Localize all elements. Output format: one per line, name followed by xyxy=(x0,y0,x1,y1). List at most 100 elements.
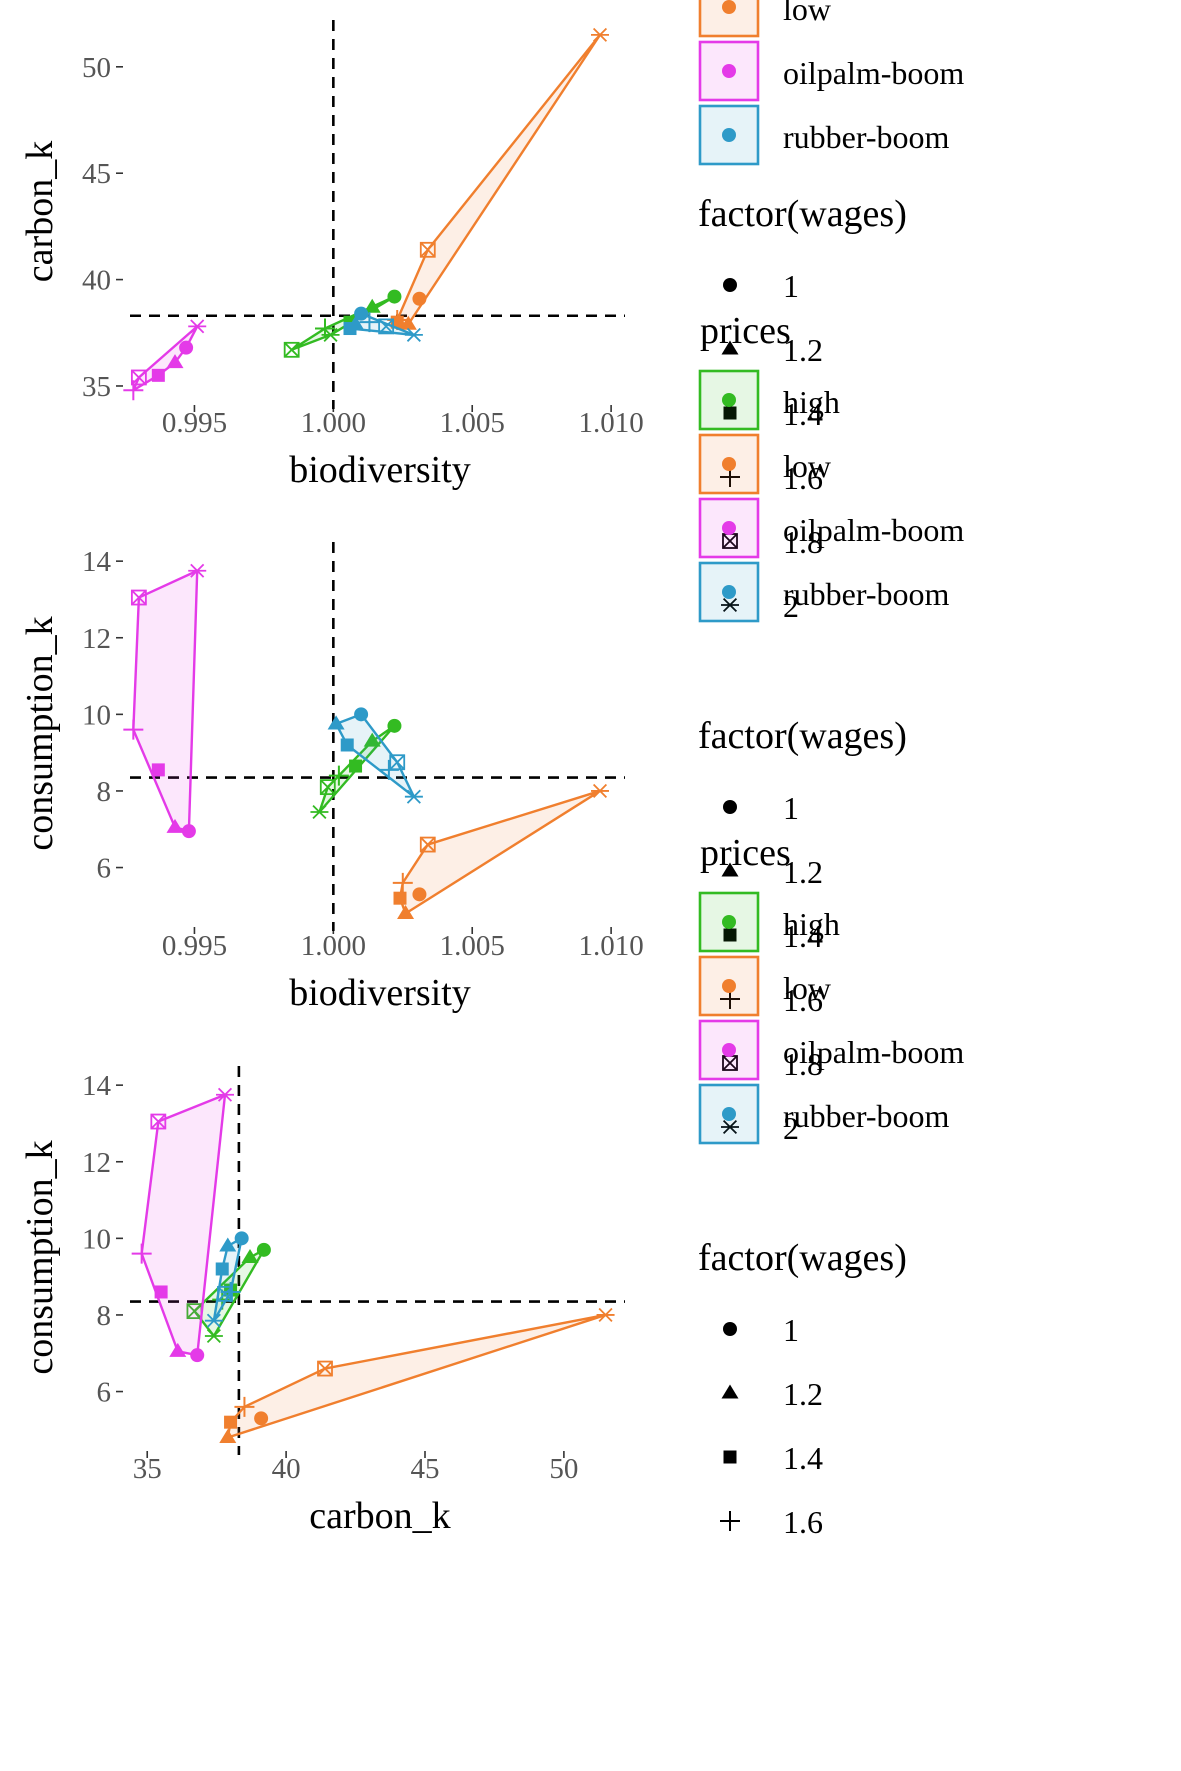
x-tick-label: 0.995 xyxy=(162,407,227,439)
asterisk-icon xyxy=(721,597,739,613)
legend-dot-low xyxy=(722,0,736,14)
series-high xyxy=(283,289,402,358)
data-point-low-1.8 xyxy=(419,241,436,258)
data-point-high-1.2 xyxy=(241,1249,259,1264)
data-point-high-1.4 xyxy=(349,759,363,773)
circle-icon xyxy=(723,1322,737,1336)
data-point-oilpalm-boom-1 xyxy=(190,1348,205,1363)
data-point-rubber-boom-1.8 xyxy=(378,318,395,335)
data-point-high-1.6 xyxy=(328,765,349,786)
x-tick-label: 50 xyxy=(549,1453,578,1485)
legend-dot-rubber-boom xyxy=(722,585,736,599)
x-tick-label: 1.010 xyxy=(578,930,643,962)
hull-oilpalm-boom xyxy=(132,569,199,833)
legend-wage-label: 1.4 xyxy=(783,1440,823,1476)
legend-wages-title: factor(wages) xyxy=(698,715,907,757)
x-axis-label: carbon_k xyxy=(309,1495,450,1537)
legend-wage-label: 2 xyxy=(783,1110,799,1146)
legend-label-oilpalm-boom: oilpalm-boom xyxy=(783,512,964,548)
x-axis-label: biodiversity xyxy=(289,449,471,491)
legend-wage-label: 1.2 xyxy=(783,332,823,368)
chart-panel-3: 6 8 10 12 14 35 40 45 50 carbon_k consumption_k xyxy=(19,1066,625,1537)
series-rubber-boom xyxy=(343,306,423,342)
x-tick-label: 35 xyxy=(133,1453,162,1485)
series-oilpalm-boom xyxy=(131,1087,234,1363)
data-point-low-1.4 xyxy=(224,1415,238,1429)
chart-panel-1: 35 40 45 50 0.995 1.000 1.005 1.010 biodiversity… xyxy=(19,20,644,491)
legend-prices-title: prices xyxy=(700,832,791,874)
triangle-icon xyxy=(721,862,739,877)
data-point-low-1.8 xyxy=(419,836,436,853)
legend-wages-title: factor(wages) xyxy=(698,193,907,235)
y-tick-label: 12 xyxy=(82,623,111,655)
data-point-high-1 xyxy=(256,1242,271,1257)
data-point-rubber-boom-1.4 xyxy=(343,322,357,336)
legend-wages-panel-2: factor(wages) 1 1.2 1.4 1.6 1.8 2 xyxy=(698,715,907,1146)
data-point-high-1.2 xyxy=(363,732,381,747)
y-tick-label: 14 xyxy=(82,546,112,578)
data-point-low-1.2 xyxy=(219,1429,237,1444)
legend-dot-low xyxy=(722,979,736,993)
data-point-oilpalm-boom-1 xyxy=(181,824,196,839)
data-point-oilpalm-boom-1.2 xyxy=(166,818,184,833)
series-rubber-boom xyxy=(327,707,423,804)
legend-label-low: low xyxy=(783,970,831,1006)
data-point-oilpalm-boom-1 xyxy=(179,340,194,355)
y-axis-label: consumption_k xyxy=(19,1140,61,1374)
y-tick-label: 45 xyxy=(82,158,111,190)
legend-label-low: low xyxy=(783,0,831,27)
x-tick-label: 0.995 xyxy=(162,930,227,962)
y-axis-label: consumption_k xyxy=(19,616,61,850)
legend-label-oilpalm-boom: oilpalm-boom xyxy=(783,1034,964,1070)
legend-wage-label: 1.6 xyxy=(783,1504,823,1540)
hull-low xyxy=(396,33,602,326)
series-oilpalm-boom xyxy=(123,563,207,839)
square-icon xyxy=(723,1450,737,1464)
series-low xyxy=(219,1307,615,1444)
chart-panel-2: 6 8 10 12 14 0.995 1.000 1.005 1.010 biodiversity… xyxy=(19,542,644,1014)
legend-wage-label: 1.6 xyxy=(783,460,823,496)
x-axis-label: biodiversity xyxy=(289,972,471,1014)
legend-label-rubber-boom: rubber-boom xyxy=(783,576,950,612)
asterisk-icon xyxy=(721,1119,739,1135)
data-point-low-2 xyxy=(596,1307,615,1322)
legend-wages-panel-1: factor(wages) 1 1.2 1.4 1.6 1.8 2 xyxy=(698,193,907,624)
legend-dot-high xyxy=(722,393,736,407)
legend-label-oilpalm-boom: oilpalm-boom xyxy=(783,55,964,91)
legend-dot-high xyxy=(722,915,736,929)
y-axis-label: carbon_k xyxy=(19,141,61,282)
data-point-high-1.2 xyxy=(363,298,381,313)
legend-prices-panel-3: prices high low oilpalm-boom rubber-boom xyxy=(698,832,964,1145)
data-point-oilpalm-boom-1.4 xyxy=(154,1285,168,1299)
legend-label-rubber-boom: rubber-boom xyxy=(783,119,950,155)
data-point-low-1 xyxy=(254,1411,269,1426)
legend-wage-label: 1 xyxy=(783,268,799,304)
data-point-high-1 xyxy=(387,289,402,304)
data-point-rubber-boom-1.2 xyxy=(219,1237,237,1252)
legend-dot-oilpalm-boom xyxy=(722,521,736,535)
legend-dot-low xyxy=(722,457,736,471)
legend-prices-panel-2: prices high low oilpalm-boom rubber-boom xyxy=(698,310,964,623)
x-tick-label: 1.010 xyxy=(578,407,643,439)
data-point-oilpalm-boom-1.8 xyxy=(130,369,147,386)
data-point-high-1 xyxy=(387,718,402,733)
data-point-low-1.8 xyxy=(317,1360,333,1377)
legend-wage-label: 1.8 xyxy=(783,524,823,560)
y-tick-label: 12 xyxy=(82,1147,111,1179)
series-high xyxy=(310,718,402,820)
data-point-oilpalm-boom-1.6 xyxy=(131,1243,152,1264)
data-point-rubber-boom-2 xyxy=(404,789,423,804)
data-point-high-2 xyxy=(204,1328,223,1344)
x-tick-label: 1.000 xyxy=(301,930,366,962)
y-tick-label: 10 xyxy=(82,1223,111,1255)
data-point-high-1.8 xyxy=(319,779,336,796)
legend-dot-oilpalm-boom xyxy=(722,1043,736,1057)
legend-label-rubber-boom: rubber-boom xyxy=(783,1098,950,1134)
series-low xyxy=(387,27,609,331)
data-point-low-2 xyxy=(591,27,609,42)
data-point-high-2 xyxy=(310,804,329,820)
data-point-rubber-boom-2 xyxy=(204,1313,223,1328)
data-point-rubber-boom-1.8 xyxy=(389,754,406,771)
series-low xyxy=(392,783,609,920)
